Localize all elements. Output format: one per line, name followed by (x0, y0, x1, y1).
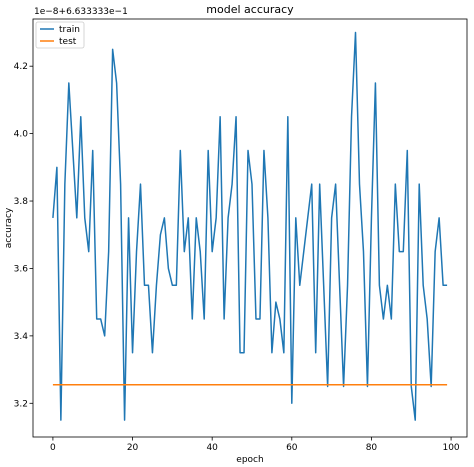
y-tick-label: 3.4 (14, 332, 29, 342)
y-tick-label: 4.2 (14, 62, 28, 72)
x-tick-label: 20 (127, 443, 139, 453)
legend-label-test: test (59, 37, 77, 47)
chart-title: model accuracy (206, 3, 294, 16)
x-axis-label: epoch (236, 455, 263, 465)
y-tick-label: 3.8 (14, 197, 29, 207)
legend: train test (35, 21, 85, 49)
y-axis: 3.2 3.4 3.6 3.8 4.0 4.2 (14, 62, 33, 409)
y-tick-label: 4.0 (14, 130, 29, 140)
x-axis: 0 20 40 60 80 100 (50, 437, 460, 453)
legend-label-train: train (59, 25, 80, 35)
y-offset-text: 1e−8+6.633333e−1 (34, 7, 128, 17)
x-tick-label: 80 (366, 443, 378, 453)
plot-frame (32, 18, 468, 438)
x-tick-label: 100 (442, 443, 459, 453)
x-tick-label: 0 (50, 443, 56, 453)
y-axis-label: accuracy (4, 207, 14, 248)
y-tick-label: 3.6 (14, 264, 29, 274)
x-tick-label: 60 (286, 443, 298, 453)
series-group (52, 31, 448, 421)
series-line-train (52, 31, 448, 421)
y-tick-label: 3.2 (14, 399, 28, 409)
x-tick-label: 40 (206, 443, 218, 453)
